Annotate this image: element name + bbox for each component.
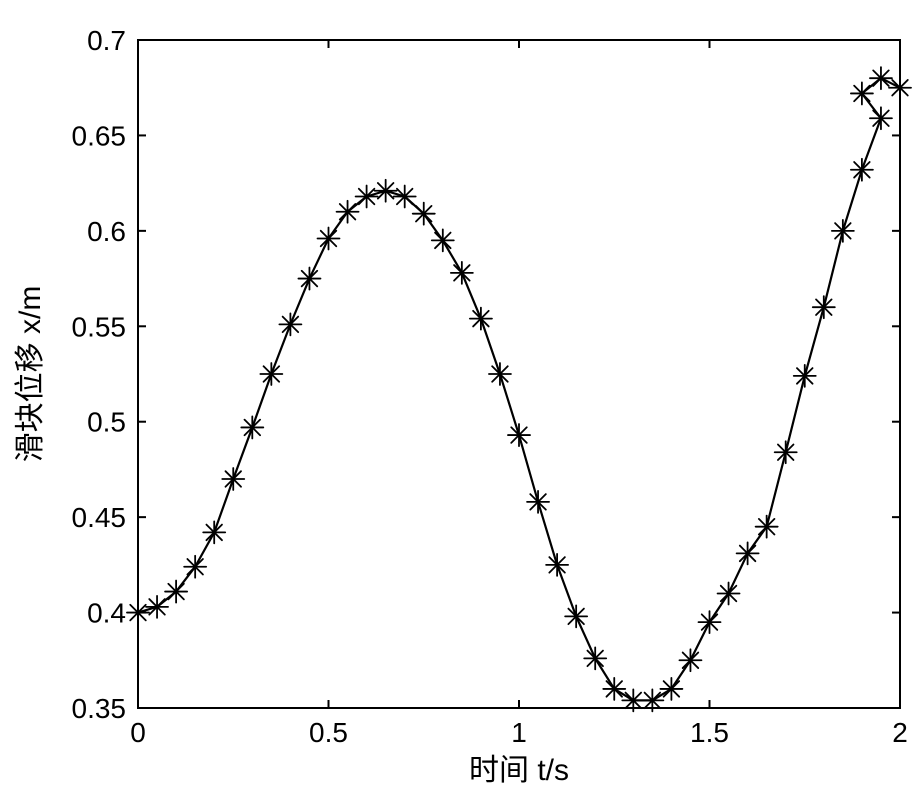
data-marker (775, 441, 797, 463)
data-marker (565, 605, 587, 627)
data-marker (127, 602, 149, 624)
data-marker (546, 554, 568, 576)
data-marker (508, 424, 530, 446)
data-marker (889, 77, 911, 99)
x-tick-label: 0 (130, 717, 146, 748)
data-marker (603, 678, 625, 700)
data-marker (870, 107, 892, 129)
data-marker (279, 313, 301, 335)
data-marker (318, 227, 340, 249)
x-axis-label: 时间 t/s (469, 754, 569, 787)
data-marker (260, 363, 282, 385)
data-marker (184, 556, 206, 578)
data-marker (660, 678, 682, 700)
y-tick-label: 0.6 (87, 216, 126, 247)
y-tick-label: 0.45 (72, 502, 127, 533)
data-marker (356, 186, 378, 208)
y-tick-label: 0.65 (72, 120, 127, 151)
data-marker (584, 647, 606, 669)
y-axis-label: 滑块位移 x/m (14, 286, 47, 463)
data-marker (699, 611, 721, 633)
data-marker (870, 67, 892, 89)
y-tick-label: 0.7 (87, 25, 126, 56)
data-marker (851, 159, 873, 181)
data-marker (222, 468, 244, 490)
data-marker (813, 296, 835, 318)
data-marker (413, 203, 435, 225)
chart-container: 0 0.5 1 1.5 2 0.35 0.4 0.45 0.5 0.55 0.6 0.65 0.7 时间 … (0, 0, 924, 798)
data-marker (718, 582, 740, 604)
data-marker (832, 220, 854, 242)
data-marker (337, 201, 359, 223)
data-line (138, 78, 900, 700)
x-tick-label: 2 (892, 717, 908, 748)
y-tick-label: 0.5 (87, 407, 126, 438)
data-marker (851, 82, 873, 104)
data-marker (470, 308, 492, 330)
data-marker (527, 491, 549, 513)
data-marker (679, 649, 701, 671)
data-marker (165, 581, 187, 603)
x-tick-label: 1.5 (690, 717, 729, 748)
data-marker (146, 596, 168, 618)
y-tick-label: 0.55 (72, 311, 127, 342)
x-tick-label: 0.5 (309, 717, 348, 748)
data-marker (241, 416, 263, 438)
data-marker (737, 542, 759, 564)
data-marker (641, 689, 663, 711)
data-marker (489, 363, 511, 385)
data-marker (375, 180, 397, 202)
data-marker (203, 521, 225, 543)
data-marker (756, 516, 778, 538)
y-tick-label: 0.4 (87, 598, 126, 629)
y-tick-label: 0.35 (72, 693, 127, 724)
data-marker (298, 268, 320, 290)
data-marker (432, 229, 454, 251)
data-marker (451, 262, 473, 284)
data-marker (794, 365, 816, 387)
line-chart: 0 0.5 1 1.5 2 0.35 0.4 0.45 0.5 0.55 0.6 0.65 0.7 时间 … (0, 0, 924, 798)
x-tick-label: 1 (511, 717, 527, 748)
data-marker (394, 186, 416, 208)
